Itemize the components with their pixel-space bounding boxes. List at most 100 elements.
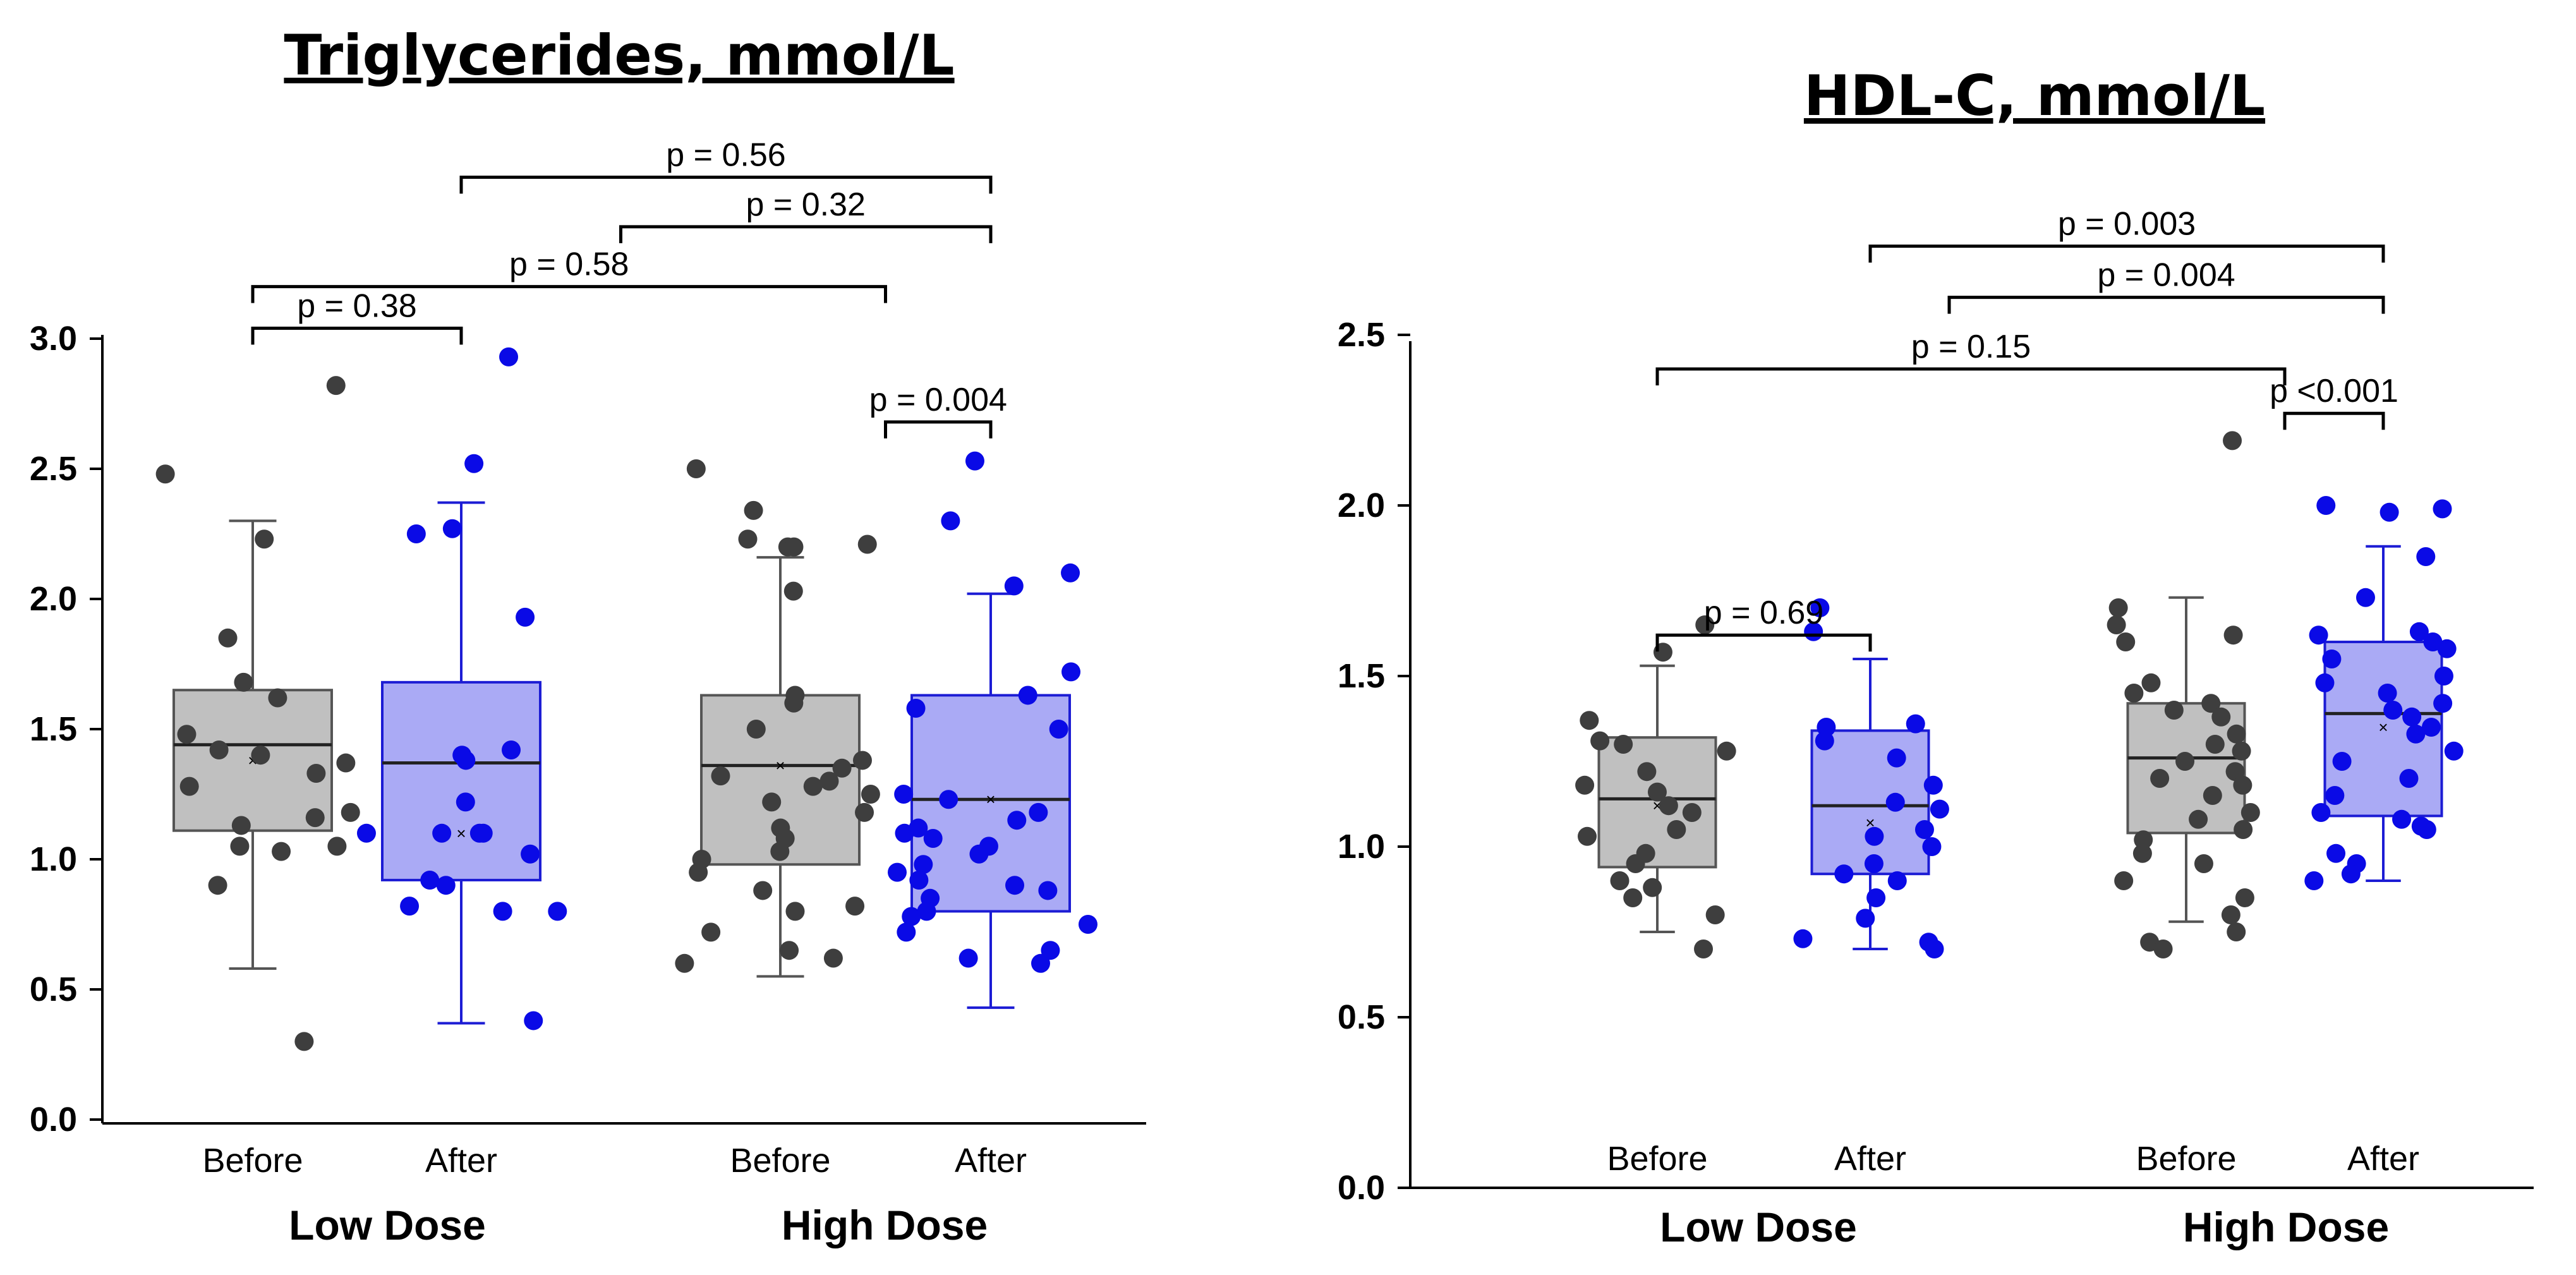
- p-value-label: p = 0.69: [1704, 595, 1823, 631]
- data-point: [1647, 782, 1667, 802]
- data-point: [2423, 632, 2443, 651]
- condition-label: Before: [2136, 1140, 2236, 1178]
- data-point: [1575, 775, 1595, 795]
- data-point: [2322, 650, 2342, 668]
- data-point: [895, 823, 914, 843]
- data-point: [783, 581, 803, 601]
- data-point: [803, 776, 823, 796]
- data-point: [516, 607, 535, 627]
- bracket-line: [459, 176, 993, 194]
- data-point: [2378, 684, 2397, 703]
- data-point: [857, 535, 877, 554]
- significance-bracket: p = 0.56: [459, 137, 993, 194]
- data-point: [845, 897, 865, 916]
- data-point: [887, 862, 907, 882]
- significance-bracket: p = 0.38: [251, 288, 463, 345]
- group-label-low-dose: Low Dose: [289, 1202, 486, 1248]
- data-point: [897, 922, 916, 942]
- data-point: [1667, 820, 1686, 839]
- data-point: [1623, 888, 1643, 907]
- data-point: [2433, 694, 2453, 713]
- data-point: [2240, 803, 2260, 822]
- data-point: [1038, 881, 1058, 900]
- mean-marker: ×: [2378, 718, 2388, 737]
- data-point: [753, 881, 773, 900]
- high-dose-before-box-group: ×: [675, 459, 880, 978]
- data-point: [2116, 632, 2136, 651]
- bracket-line: [251, 327, 463, 345]
- data-point: [939, 790, 958, 809]
- data-point: [326, 376, 346, 396]
- data-point: [1695, 615, 1715, 634]
- data-point: [464, 454, 484, 473]
- p-value-label: p = 0.15: [1911, 329, 2031, 365]
- data-point: [493, 902, 512, 921]
- data-point: [2189, 809, 2208, 829]
- data-point: [2107, 615, 2126, 634]
- data-point: [2211, 707, 2231, 727]
- data-point: [1577, 826, 1597, 846]
- group-label-high-dose: High Dose: [782, 1202, 988, 1248]
- y-tick-label: 0.0: [1338, 1169, 1385, 1207]
- data-point: [2421, 718, 2441, 737]
- data-point: [1029, 802, 1048, 822]
- data-point: [2234, 820, 2253, 839]
- data-point: [1078, 915, 1098, 934]
- data-point: [2141, 673, 2161, 692]
- low-dose-after-box-group: ×: [356, 347, 567, 1030]
- condition-label: After: [2347, 1140, 2419, 1178]
- data-point: [1590, 731, 1610, 751]
- data-point: [209, 740, 229, 759]
- data-point: [965, 451, 984, 471]
- data-point: [2311, 803, 2331, 822]
- data-point: [1793, 929, 1813, 948]
- iqr-box: [381, 680, 541, 881]
- data-point: [1041, 941, 1060, 960]
- data-point: [2205, 735, 2225, 754]
- data-point: [2304, 871, 2324, 890]
- data-point: [442, 519, 462, 538]
- data-point: [1694, 940, 1714, 958]
- data-point: [1810, 598, 1830, 617]
- y-tick-label: 2.0: [1338, 486, 1385, 524]
- data-point: [420, 870, 440, 890]
- data-point: [784, 693, 804, 713]
- data-point: [780, 941, 799, 960]
- data-point: [2416, 547, 2436, 566]
- data-point: [1930, 799, 1949, 819]
- condition-label: Before: [1607, 1140, 1707, 1178]
- hdl-c-title: HDL-C, mmol/L: [1804, 63, 2265, 128]
- data-point: [917, 902, 936, 921]
- data-point: [2134, 830, 2153, 850]
- y-tick-label: 2.5: [1338, 316, 1385, 354]
- data-point: [1906, 714, 1925, 734]
- data-point: [2392, 809, 2412, 829]
- data-point: [909, 870, 929, 890]
- significance-bracket: p = 0.003: [1868, 206, 2385, 263]
- data-point: [902, 907, 921, 926]
- data-point: [2153, 940, 2173, 958]
- y-tick-label: 0.5: [1338, 998, 1385, 1036]
- data-point: [819, 771, 839, 791]
- condition-label: Before: [202, 1142, 303, 1180]
- data-point: [2434, 667, 2453, 686]
- significance-bracket: p <0.001: [2270, 373, 2398, 430]
- p-value-label: p = 0.32: [746, 186, 866, 223]
- data-point: [2383, 701, 2403, 720]
- data-point: [832, 758, 852, 778]
- bracket-line: [619, 225, 993, 243]
- high-dose-before-box-group: ×: [2107, 431, 2260, 958]
- data-point: [2232, 741, 2251, 761]
- triglycerides-panel: Triglycerides, mmol/L 0.0 0.5 1.0 1.5 2.0 2.5…: [30, 23, 1146, 1248]
- p-value-label: p = 0.004: [869, 382, 1007, 418]
- data-point: [1643, 878, 1662, 897]
- data-point: [852, 751, 872, 770]
- data-point: [336, 753, 356, 773]
- data-point: [294, 1032, 314, 1051]
- bracket-line: [1947, 296, 2385, 314]
- iqr-box: [1597, 736, 1717, 869]
- bracket-line: [1868, 245, 2385, 263]
- p-value-label: p = 0.56: [666, 137, 785, 174]
- data-point: [785, 902, 805, 921]
- data-point: [1031, 953, 1051, 973]
